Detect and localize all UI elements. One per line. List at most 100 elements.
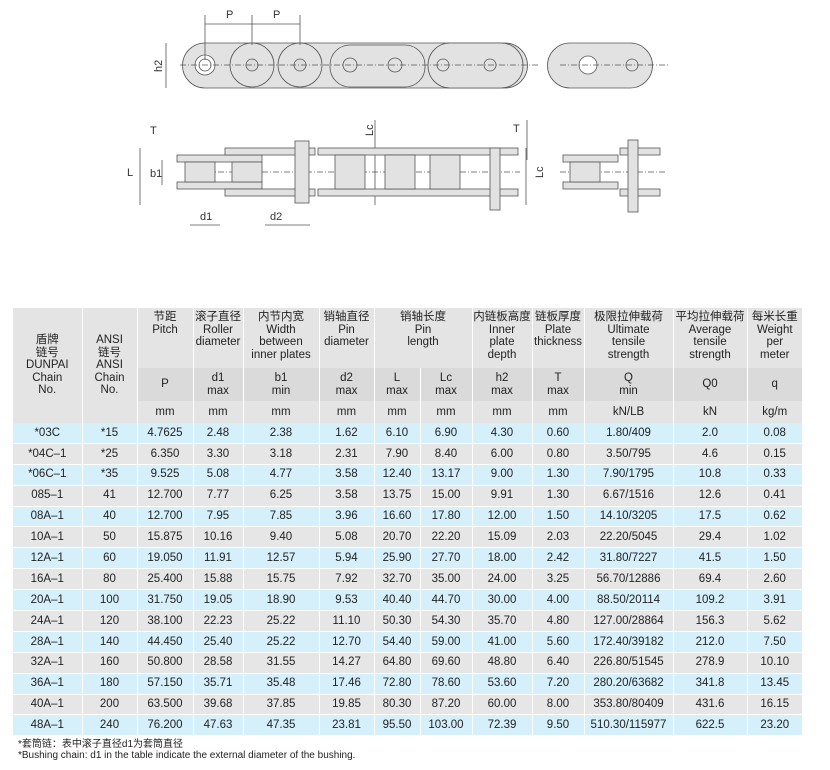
table-cell: 6.67/1516 — [584, 485, 674, 507]
table-row: 08A–1 40 12.700 7.95 7.85 3.96 16.60 17.80 12.00… — [13, 506, 802, 528]
table-cell: 72.39 — [472, 714, 533, 737]
table-cell: 6.10 — [374, 423, 421, 444]
table-cell: 35.70 — [472, 610, 533, 632]
table-cell: 1.30 — [532, 464, 585, 486]
table-cell: 8.40 — [420, 443, 473, 465]
table-cell: 3.30 — [193, 443, 244, 465]
table-cell: 200 — [82, 694, 138, 716]
table-cell: 0.41 — [747, 485, 802, 507]
table-cell: 50.800 — [137, 652, 194, 674]
header-10: 平均拉伸载荷 Average tensile strength — [673, 308, 748, 368]
table-cell: 10.10 — [747, 652, 802, 674]
table-cell: 40.40 — [374, 589, 421, 612]
table-cell: 69.60 — [420, 652, 473, 674]
table-cell: 12.700 — [137, 485, 194, 507]
chain-spec-table: 盾牌 链号 DUNPAI Chain No. ANSI 链号 ANSI Chain No. 节距 Pi… — [13, 308, 802, 737]
table-cell: 278.9 — [673, 652, 748, 674]
table-cell: 56.70/12886 — [584, 568, 674, 591]
table-cell: 4.7625 — [137, 423, 194, 444]
header-chain-no: ANSI 链号 ANSI Chain No. — [82, 308, 138, 423]
table-cell: 2.31 — [319, 443, 375, 465]
table-cell: 1.80/409 — [584, 423, 674, 444]
table-cell: 9.53 — [319, 589, 375, 612]
table-cell: 2.42 — [532, 547, 585, 570]
label-L: L — [127, 167, 133, 179]
footnote-en: *Bushing chain: d1 in the table indicate… — [18, 750, 356, 761]
table-cell: 54.40 — [374, 631, 421, 653]
table-cell: 085–1 — [13, 485, 83, 507]
table-cell: 7.90/1795 — [584, 464, 674, 486]
table-cell: 7.92 — [319, 568, 375, 591]
table-cell: 4.6 — [673, 443, 748, 465]
table-cell: 40 — [82, 506, 138, 528]
table-cell: 9.525 — [137, 464, 194, 486]
table-cell: 22.23 — [193, 610, 244, 632]
label-pitch-1: P — [226, 9, 233, 21]
table-cell: 212.0 — [673, 631, 748, 653]
table-cell: 120 — [82, 610, 138, 632]
table-cell: 35.71 — [193, 673, 244, 695]
header-chain-no: 盾牌 链号 DUNPAI Chain No. — [13, 308, 83, 423]
label-T: T — [150, 125, 157, 137]
table-cell: 7.85 — [243, 506, 320, 528]
table-cell: 5.08 — [193, 464, 244, 486]
table-cell: 19.050 — [137, 547, 194, 570]
table-cell: 64.80 — [374, 652, 421, 674]
header-unit: mm — [472, 401, 533, 423]
header-symbol: b1 min — [243, 368, 320, 401]
table-cell: 80.30 — [374, 694, 421, 716]
table-cell: 127.00/28864 — [584, 610, 674, 632]
table-cell: 32.70 — [374, 568, 421, 591]
table-cell: 28A–1 — [13, 631, 83, 653]
table-cell: 1.30 — [532, 485, 585, 507]
header-unit: mm — [243, 401, 320, 423]
footnote-cn: *套筒链：表中滚子直径d1为套筒直径 — [18, 739, 184, 750]
table-row: 20A–1 100 31.750 19.05 18.90 9.53 40.40 44.70 30… — [13, 589, 802, 612]
table-cell: 31.750 — [137, 589, 194, 612]
table-cell: 0.60 — [532, 423, 585, 444]
table-cell: 0.15 — [747, 443, 802, 465]
table-cell: 6.25 — [243, 485, 320, 507]
table-cell: 14.10/3205 — [584, 506, 674, 528]
table-cell: 12.40 — [374, 464, 421, 486]
table-cell: *25 — [82, 443, 138, 465]
table-cell: 25.22 — [243, 631, 320, 653]
table-cell: 9.91 — [472, 485, 533, 507]
table-cell: 160 — [82, 652, 138, 674]
table-cell: 103.00 — [420, 714, 473, 737]
table-cell: 24A–1 — [13, 610, 83, 632]
table-cell: 20A–1 — [13, 589, 83, 612]
table-cell: 60.00 — [472, 694, 533, 716]
table-cell: 63.500 — [137, 694, 194, 716]
table-cell: 48.80 — [472, 652, 533, 674]
table-cell: 41.5 — [673, 547, 748, 570]
table-cell: 12.700 — [137, 506, 194, 528]
table-cell: 341.8 — [673, 673, 748, 695]
header-symbol: Lc max — [420, 368, 473, 401]
table-cell: *15 — [82, 423, 138, 444]
table-cell: 2.48 — [193, 423, 244, 444]
table-cell: 7.20 — [532, 673, 585, 695]
table-cell: 5.60 — [532, 631, 585, 653]
table-cell: 8.00 — [532, 694, 585, 716]
table-cell: 47.35 — [243, 714, 320, 737]
table-cell: 0.80 — [532, 443, 585, 465]
table-cell: 1.02 — [747, 526, 802, 549]
header-5: 销轴直径 Pin diameter — [319, 308, 375, 368]
table-cell: 76.200 — [137, 714, 194, 737]
table-cell: 6.90 — [420, 423, 473, 444]
table-cell: 7.95 — [193, 506, 244, 528]
table-cell: 35.48 — [243, 673, 320, 695]
table-cell: 3.58 — [319, 485, 375, 507]
table-cell: 53.60 — [472, 673, 533, 695]
header-6: 销轴长度 Pin length — [374, 308, 473, 368]
table-cell: 57.150 — [137, 673, 194, 695]
table-cell: 48A–1 — [13, 714, 83, 737]
table-cell: 353.80/80409 — [584, 694, 674, 716]
table-cell: 38.100 — [137, 610, 194, 632]
table-row: 32A–1 160 50.800 28.58 31.55 14.27 64.80 69.60 4… — [13, 652, 802, 674]
table-cell: 13.45 — [747, 673, 802, 695]
table-cell: 40A–1 — [13, 694, 83, 716]
header-symbol: P — [137, 368, 194, 401]
